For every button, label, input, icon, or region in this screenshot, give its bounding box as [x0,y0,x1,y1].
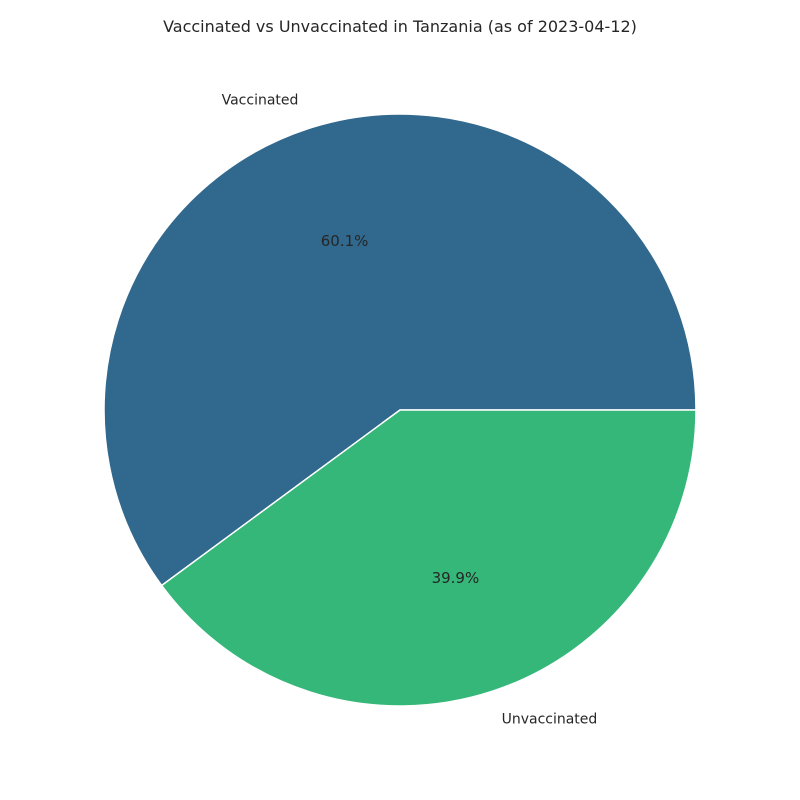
pie-labels: Vaccinated 60.1% Unvaccinated 39.9% [222,93,598,728]
pct-label-unvaccinated: 39.9% [432,569,480,587]
pct-label-vaccinated: 60.1% [321,232,369,250]
pie-slice-unvaccinated [160,409,697,707]
pie-slice-vaccinated [103,113,697,587]
chart-title: Vaccinated vs Unvaccinated in Tanzania (… [163,17,637,36]
slice-label-vaccinated: Vaccinated [222,93,299,109]
pie-slices [103,113,697,707]
slice-label-unvaccinated: Unvaccinated [502,711,598,727]
